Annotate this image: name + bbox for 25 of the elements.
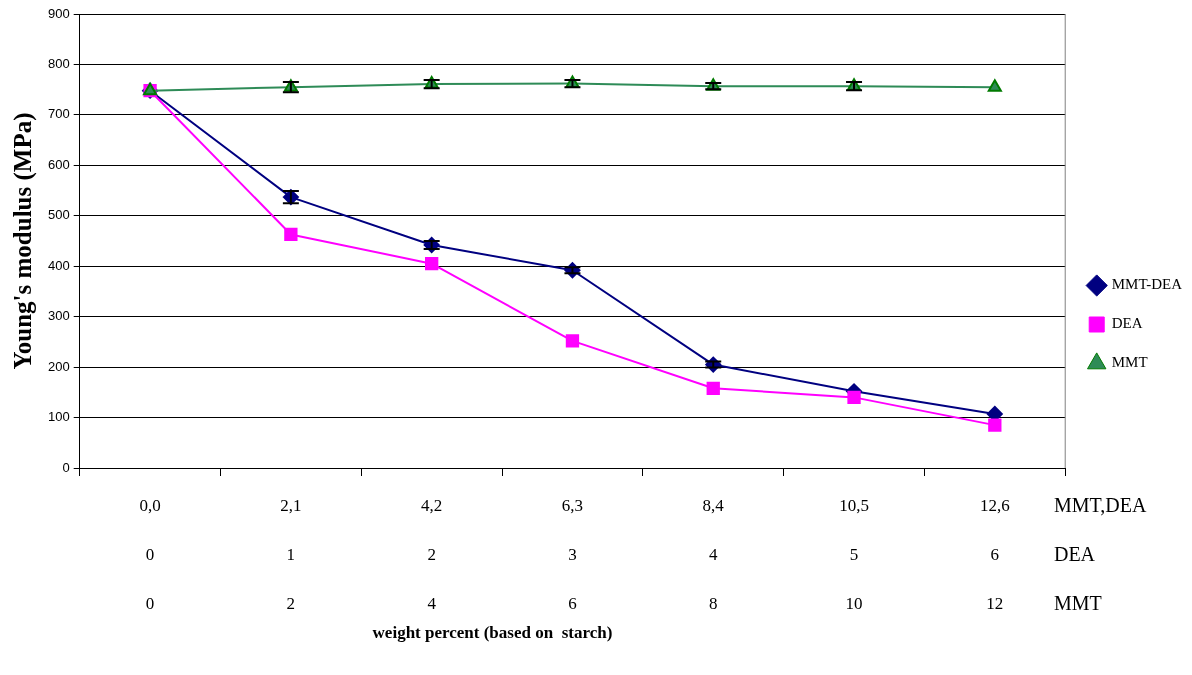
category-label: 6,3 3 6 bbox=[561, 495, 584, 613]
legend-label: MMT bbox=[1111, 354, 1148, 371]
legend-label: MMT-DEA bbox=[1111, 276, 1183, 293]
y-tick-label: 300 bbox=[47, 308, 70, 324]
category-label: 0,0 0 0 bbox=[139, 495, 161, 613]
category-label: 2,1 1 2 bbox=[280, 495, 302, 613]
y-axis-title: Young's modulus (MPa) bbox=[9, 112, 38, 370]
y-tick-label: 900 bbox=[47, 5, 70, 21]
category-label: 4,2 2 4 bbox=[421, 495, 443, 613]
text: weight percent (based on starch) bbox=[372, 623, 613, 643]
category-label: 12,6 6 12 bbox=[979, 495, 1010, 613]
y-tick-label: 0 bbox=[62, 459, 70, 475]
text: MMT,DEA bbox=[1053, 493, 1147, 516]
legend-label: DEA bbox=[1111, 315, 1143, 332]
text: MMT bbox=[1053, 591, 1102, 614]
y-tick-label: 200 bbox=[47, 358, 70, 374]
text: DEA bbox=[1053, 542, 1096, 565]
category-label: 10,5 5 10 bbox=[839, 495, 869, 613]
y-tick-label: 400 bbox=[47, 257, 70, 273]
category-label: 8,4 4 8 bbox=[702, 495, 724, 613]
y-tick-label: 500 bbox=[47, 207, 70, 223]
y-tick-label: 100 bbox=[47, 409, 70, 425]
y-tick-label: 600 bbox=[47, 156, 70, 172]
y-tick-label: 800 bbox=[47, 56, 70, 72]
y-tick-label: 700 bbox=[47, 106, 70, 122]
